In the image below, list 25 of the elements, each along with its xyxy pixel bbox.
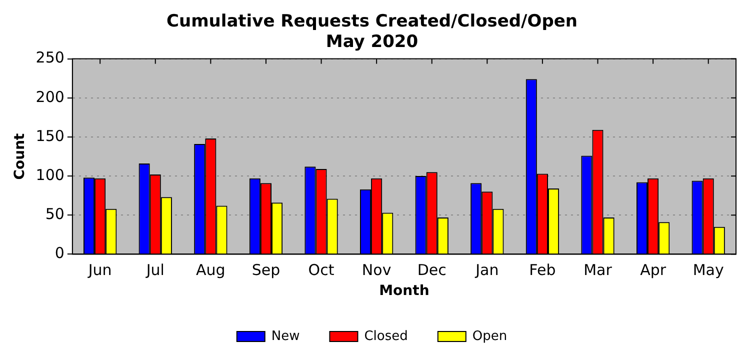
x-tick-label: Oct — [308, 261, 334, 280]
x-tick-label: Apr — [640, 261, 667, 280]
x-tick-label: Mar — [584, 261, 613, 280]
legend-label: Closed — [364, 328, 408, 344]
x-tick-label: Jan — [474, 261, 499, 280]
x-tick-label: Sep — [252, 261, 280, 280]
y-tick-label: 150 — [36, 126, 64, 145]
x-tick-label: Dec — [417, 261, 446, 280]
y-tick-label: 100 — [36, 166, 64, 184]
y-tick-label: 200 — [36, 88, 64, 106]
y-axis-title: Count — [12, 132, 28, 180]
x-tick-label: May — [692, 261, 724, 280]
y-tick-label: 0 — [54, 244, 64, 262]
x-tick-label: Jun — [87, 261, 112, 280]
chart-title: Cumulative Requests Created/Closed/Open — [166, 12, 578, 32]
legend-label: Open — [472, 328, 508, 344]
x-tick-label: Feb — [529, 261, 556, 280]
x-axis-title: Month — [379, 283, 430, 300]
y-tick-label: 50 — [45, 205, 64, 224]
x-tick-label: Aug — [196, 261, 226, 280]
x-tick-label: Nov — [362, 261, 392, 280]
x-tick-label: Jul — [145, 261, 164, 280]
chart-subtitle: May 2020 — [326, 32, 418, 52]
y-tick-label: 250 — [36, 48, 64, 67]
legend-label: New — [271, 328, 300, 344]
